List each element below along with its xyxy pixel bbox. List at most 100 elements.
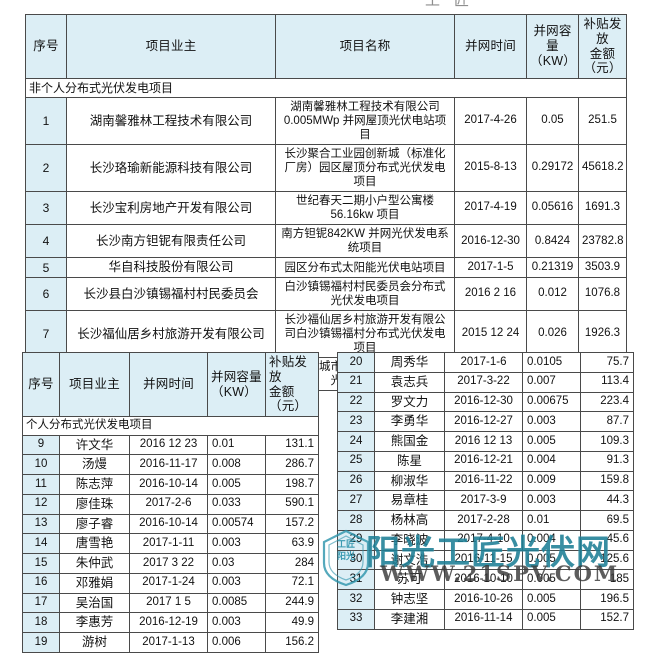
capacity-cell: 0.008 [207, 454, 266, 476]
row-index-cell: 27 [337, 490, 375, 511]
table-row: 32 钟志坚 2016-10-26 0.005 196.5 [337, 589, 634, 610]
individual-projects-left-table: 序号 项目业主 并网时间 并网容量 （KW） 补贴发放 金额（元） [22, 352, 319, 653]
capacity-cell: 0.005 [522, 589, 581, 610]
project-name-line: 统项目 [347, 242, 383, 255]
column-header-project-name-line1: 项目名称 [339, 39, 391, 54]
project-owner-cell: 汤熳 [59, 454, 130, 476]
subsidy-amount-cell: 1926.3 [578, 310, 627, 359]
column-header-subsidy: 补贴发放 金额（元） [578, 14, 627, 79]
subsidy-amount-cell: 244.9 [265, 592, 319, 614]
page-top-edge-artifact: 工匠 [425, 0, 515, 7]
grid-connection-date-cell: 2017-4-19 [454, 191, 527, 226]
column-header-capacity-line2: （KW） [211, 384, 257, 399]
column-header-capacity: 并网容量 （KW） [526, 14, 579, 79]
row-index-cell: 3 [25, 191, 67, 226]
project-owner-cell: 李惠芳 [59, 612, 130, 634]
grid-connection-date-cell: 2017-1-13 [129, 632, 208, 653]
project-owner-cell: 李勇华 [374, 411, 445, 432]
individual-projects-left-body: 个人分布式光伏发电项目 9 许文华 2016 12 23 0.01 131.1 10 汤熳 2… [22, 416, 319, 653]
project-name-cell: 园区分布式太阳能光伏电站项目 [275, 257, 455, 279]
project-name-line: 世纪春天二期小户型公寓楼 [296, 195, 434, 208]
project-owner-cell: 邓雅娟 [59, 572, 130, 594]
capacity-cell: 0.0105 [522, 352, 581, 373]
non-individual-projects-table: 序号 项目业主 项目名称 并网时间 并网容量 （KW） 补贴发放 金额（元） [25, 14, 627, 392]
project-owner-cell: 柳淑华 [374, 470, 445, 492]
column-header-index: 序号 [25, 14, 67, 79]
capacity-cell: 0.005 [207, 474, 266, 495]
row-index-cell: 5 [25, 257, 67, 279]
capacity-cell: 0.003 [207, 612, 266, 634]
non-individual-projects-body: 非个人分布式光伏发电项目 1 湖南馨雅林工程技术有限公司 湖南馨雅林工程技术有限公司… [25, 77, 627, 392]
grid-connection-date-cell: 2017-2-6 [129, 493, 208, 515]
project-owner-cell: 苏可 [374, 569, 445, 590]
top-edge-artifact-text: 工匠 [425, 0, 515, 7]
project-name-line: 光伏发电项目 [330, 295, 400, 308]
row-index-cell: 12 [22, 493, 60, 515]
capacity-cell: 0.007 [522, 371, 581, 393]
subsidy-amount-cell: 125.6 [580, 549, 634, 571]
table-row: 17 吴治国 2017 1 5 0.0085 244.9 [22, 592, 319, 614]
project-name-line: 南方钽铌842KW 并网光伏发电系 [281, 228, 449, 241]
column-header-subsidy-line2: 金额（元） [269, 384, 308, 414]
project-owner-cell: 湖南馨雅林工程技术有限公司 [66, 97, 276, 146]
project-owner-cell: 吴治国 [59, 592, 130, 614]
grid-connection-date-cell: 2017-2-28 [444, 510, 523, 531]
project-owner-cell: 长沙南方钽铌有限责任公司 [66, 224, 276, 259]
capacity-cell: 0.005 [522, 569, 581, 590]
table-row: 21 袁志兵 2017-3-22 0.007 113.4 [337, 371, 634, 393]
project-owner-cell: 廖佳珠 [59, 493, 130, 515]
grid-connection-date-cell: 2016-10-26 [444, 589, 523, 610]
capacity-cell: 0.00574 [207, 513, 266, 535]
project-name-line: 项目 [353, 342, 377, 355]
row-index-cell: 14 [22, 533, 60, 555]
table-row: 19 游树 2017-1-13 0.006 156.2 [22, 632, 319, 653]
project-owner-cell: 许文华 [59, 434, 130, 456]
subsidy-amount-cell: 198.7 [265, 474, 319, 495]
row-index-cell: 19 [22, 632, 60, 653]
row-index-cell: 6 [25, 277, 67, 312]
individual-projects-left-table-container: 序号 项目业主 并网时间 并网容量 （KW） 补贴发放 金额（元） [22, 352, 319, 653]
column-header-grid-date-line1: 并网时间 [465, 39, 516, 54]
grid-connection-date-cell: 2016-12-27 [444, 411, 523, 432]
project-owner-cell: 廖子睿 [59, 513, 130, 535]
project-name-line: 0.005MWp 并网屋顶光伏电站项目 [283, 115, 447, 142]
subsidy-amount-cell: 131.1 [265, 434, 319, 456]
subsidy-amount-cell: 156.2 [265, 632, 319, 653]
capacity-cell: 0.005 [522, 431, 581, 452]
section-title-non-individual: 非个人分布式光伏发电项目 [25, 77, 627, 99]
capacity-cell: 0.00675 [522, 391, 581, 413]
table-row: 1 湖南馨雅林工程技术有限公司 湖南馨雅林工程技术有限公司 0.005MWp 并网屋顶… [25, 97, 627, 146]
grid-connection-date-cell: 2016-12-21 [444, 450, 523, 472]
subsidy-amount-cell: 44.3 [580, 490, 634, 511]
row-index-cell: 26 [337, 470, 375, 492]
subsidy-amount-cell: 63.9 [265, 533, 319, 555]
project-name-line: 厂房）园区屋顶分布式光伏发电 [284, 162, 446, 175]
row-index-cell: 28 [337, 510, 375, 531]
subsidy-amount-cell: 3503.9 [578, 257, 627, 279]
grid-connection-date-cell: 2015-8-13 [454, 144, 527, 193]
table-row: 26 柳淑华 2016-11-22 0.009 159.8 [337, 470, 634, 492]
individual-projects-right-body: 20 周秀华 2017-1-6 0.0105 75.7 21 袁志兵 2017-3-22 0.0… [337, 352, 634, 630]
table-row: 20 周秀华 2017-1-6 0.0105 75.7 [337, 352, 634, 373]
column-header-grid-date: 并网时间 [454, 14, 527, 79]
capacity-cell: 0.003 [522, 490, 581, 511]
grid-connection-date-cell: 2017-1-24 [129, 572, 208, 594]
capacity-cell: 0.01 [522, 510, 581, 531]
project-name-line: 司白沙镇锡福村分布式光伏发电 [284, 328, 446, 341]
project-name-cell: 世纪春天二期小户型公寓楼 56.16kw 项目 [275, 191, 455, 226]
grid-connection-date-cell: 2016-10-10 [444, 569, 523, 590]
capacity-cell: 0.0085 [207, 592, 266, 614]
subsidy-amount-cell: 152.7 [580, 608, 634, 630]
subsidy-amount-cell: 286.7 [265, 454, 319, 476]
subsidy-amount-cell: 284 [265, 553, 319, 574]
row-index-cell: 22 [337, 391, 375, 413]
grid-connection-date-cell: 2016-10-14 [129, 474, 208, 495]
project-owner-cell: 长沙珞瑜新能源科技有限公司 [66, 144, 276, 193]
subsidy-amount-cell: 45618.2 [578, 144, 627, 193]
subsidy-amount-cell: 223.4 [580, 391, 634, 413]
capacity-cell: 0.033 [207, 493, 266, 515]
capacity-cell: 0.003 [522, 411, 581, 432]
table-row: 6 长沙县白沙镇锡福村村民委员会 白沙镇锡福村村民委员会分布式 光伏发电项目 2016 … [25, 277, 627, 312]
row-index-cell: 9 [22, 434, 60, 456]
grid-connection-date-cell: 2016 2 16 [454, 277, 527, 312]
